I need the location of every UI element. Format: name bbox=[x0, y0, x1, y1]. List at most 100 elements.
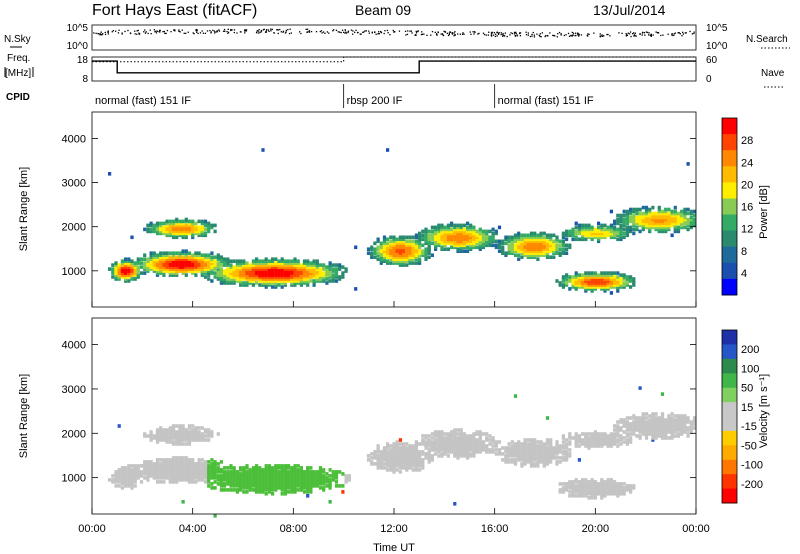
power-cell bbox=[402, 243, 406, 248]
velocity-cell bbox=[127, 472, 131, 476]
velocity-cell bbox=[133, 464, 137, 468]
velocity-cell bbox=[565, 444, 569, 448]
power-cell bbox=[513, 243, 518, 248]
noise-point bbox=[627, 32, 629, 34]
velocity-cell bbox=[542, 448, 546, 452]
noise-point bbox=[117, 32, 120, 34]
power-cell bbox=[277, 265, 281, 269]
power-cell bbox=[536, 253, 540, 257]
velocity-cell bbox=[389, 456, 393, 460]
velocity-cell bbox=[405, 448, 409, 452]
velocity-cell bbox=[290, 480, 294, 484]
power-cell bbox=[692, 221, 697, 226]
power-cell bbox=[651, 225, 655, 230]
power-cell bbox=[194, 263, 198, 267]
noise-point bbox=[587, 33, 589, 35]
noise-point bbox=[282, 30, 285, 32]
power-cell bbox=[162, 267, 166, 271]
velocity-cell bbox=[203, 438, 208, 442]
power-cell bbox=[290, 265, 294, 269]
noise-point bbox=[684, 32, 686, 34]
power-cell bbox=[258, 259, 262, 263]
velocity-cell bbox=[536, 454, 540, 458]
power-cell bbox=[159, 231, 163, 236]
noise-point bbox=[693, 32, 695, 35]
noise-point bbox=[178, 30, 180, 32]
power-cell bbox=[584, 281, 588, 285]
power-cell bbox=[405, 253, 409, 257]
power-cell bbox=[676, 221, 681, 226]
velocity-cell bbox=[133, 472, 137, 476]
velocity-cell bbox=[549, 438, 553, 442]
power-cell bbox=[306, 275, 310, 279]
power-cell bbox=[280, 277, 284, 281]
power-cell bbox=[625, 283, 629, 287]
power-cell bbox=[536, 251, 540, 255]
velocity-cell bbox=[606, 490, 610, 494]
power-cell bbox=[271, 259, 275, 263]
noise-point bbox=[609, 35, 611, 37]
noise-point bbox=[513, 31, 516, 34]
velocity-cell bbox=[155, 430, 160, 434]
power-cell bbox=[271, 275, 275, 279]
power-cell bbox=[274, 271, 278, 275]
velocity-cell bbox=[481, 446, 486, 450]
velocity-cell bbox=[523, 462, 527, 466]
power-cell bbox=[689, 209, 693, 214]
velocity-cell bbox=[644, 424, 649, 428]
power-cell bbox=[287, 263, 291, 267]
power-cell bbox=[539, 253, 543, 257]
velocity-cell bbox=[657, 434, 661, 438]
velocity-cell bbox=[565, 454, 569, 458]
velocity-cell bbox=[446, 444, 450, 448]
power-cell bbox=[168, 265, 172, 269]
velocity-cell bbox=[245, 464, 249, 468]
velocity-cell bbox=[616, 430, 620, 434]
velocity-cell bbox=[306, 466, 310, 470]
power-cell bbox=[446, 239, 450, 244]
velocity-cell bbox=[590, 496, 594, 500]
power-cell bbox=[673, 211, 677, 216]
velocity-cell bbox=[168, 440, 172, 444]
noise-point bbox=[159, 31, 161, 33]
velocity-cell bbox=[146, 468, 150, 472]
velocity-cell bbox=[402, 446, 406, 450]
velocity-cell bbox=[130, 468, 134, 472]
power-cell bbox=[203, 261, 208, 265]
velocity-cell bbox=[248, 488, 252, 492]
power-cell bbox=[657, 215, 661, 220]
velocity-cell bbox=[191, 480, 195, 484]
power-cell bbox=[424, 229, 428, 234]
velocity-cell bbox=[683, 428, 687, 432]
power-cell bbox=[318, 275, 323, 279]
velocity-cell bbox=[686, 418, 690, 422]
power-cell bbox=[517, 253, 521, 257]
velocity-cell bbox=[139, 470, 144, 474]
power-cell bbox=[584, 223, 588, 228]
velocity-cell bbox=[191, 458, 195, 462]
power-cell bbox=[175, 271, 179, 275]
velocity-cell bbox=[283, 476, 287, 480]
power-cell bbox=[590, 277, 594, 281]
velocity-cell bbox=[200, 436, 204, 440]
velocity-cell bbox=[162, 480, 166, 484]
power-cell bbox=[258, 277, 262, 281]
velocity-cell bbox=[641, 416, 645, 420]
power-cell bbox=[328, 263, 332, 267]
power-cell bbox=[657, 221, 661, 226]
power-cell bbox=[539, 245, 543, 250]
power-cell bbox=[318, 271, 323, 275]
power-cell bbox=[491, 237, 495, 242]
power-cell bbox=[290, 283, 294, 287]
velocity-cell bbox=[545, 454, 550, 458]
velocity-cell bbox=[475, 438, 479, 442]
power-cell bbox=[280, 279, 284, 283]
power-cell bbox=[143, 265, 147, 269]
velocity-cell bbox=[159, 434, 163, 438]
velocity-cell bbox=[568, 440, 572, 444]
power-cell bbox=[302, 275, 307, 279]
power-cell bbox=[223, 259, 227, 263]
power-cell bbox=[670, 211, 674, 216]
velocity-cell bbox=[549, 452, 553, 456]
velocity-cell bbox=[597, 492, 601, 496]
